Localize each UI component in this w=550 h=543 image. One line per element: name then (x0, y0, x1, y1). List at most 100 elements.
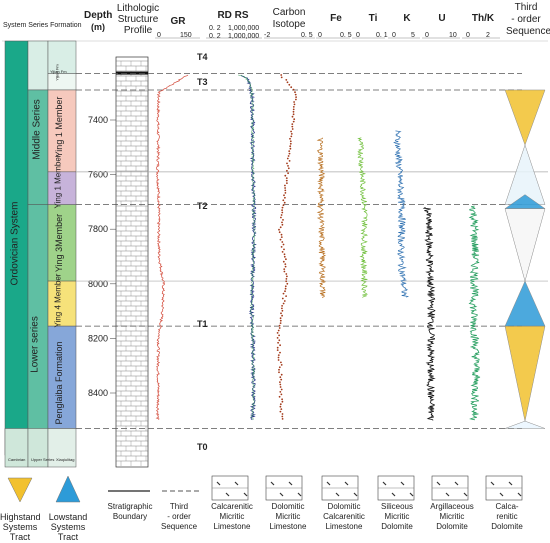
sequence-lst-3 (504, 420, 546, 429)
fe-scale-min: 0 (318, 32, 322, 39)
carbon-isotope-point (285, 295, 287, 297)
rs-scale-max: 1,000,000 (228, 33, 260, 40)
legend-swatch-mark (225, 492, 230, 497)
rd-scale-min: 0. 2 (209, 25, 221, 32)
carbon-isotope-point (291, 125, 294, 128)
formation-ying3 (47, 204, 77, 282)
carbon-isotope-point (283, 270, 286, 273)
depth-tick-label: 8200 (88, 333, 108, 343)
carbon-isotope-point (284, 287, 287, 290)
carbon-isotope-point (290, 135, 293, 138)
carbon-isotope-point (280, 364, 283, 366)
carbon-isotope-point (289, 145, 292, 148)
legend-lst-line3: Tract (57, 532, 79, 542)
rd-curve (240, 74, 257, 421)
legend-calc-line3: Limestone (213, 522, 251, 531)
carbon-isotope-point (281, 307, 283, 310)
carbon-isotope-point (292, 110, 295, 113)
carbon-isotope-point (282, 204, 285, 207)
member-penglaiba-label: Penglaiba Formation (54, 341, 64, 425)
top-small-label-2: Yijian Fm (50, 69, 67, 74)
legend-lst-line2: Systems (50, 522, 86, 532)
legend-cal-line3: Dolomite (491, 522, 523, 531)
carbon-isotope-point (281, 314, 283, 317)
carbon-isotope-point (278, 228, 280, 231)
legend-swatch-mark (454, 481, 459, 486)
carbon-isotope-point (284, 263, 287, 265)
carbon-isotope-point (280, 233, 283, 236)
carbon-isotope-point (279, 344, 281, 347)
gr-scale-min: 0 (157, 32, 161, 39)
carbon-isotope-point (286, 162, 288, 165)
legend-dolo-line2: Micritic (275, 512, 301, 521)
carbon-isotope-point (279, 319, 282, 322)
boundary-t2-label: T2 (197, 201, 208, 211)
legend-dolo-line1: Dolomitic (271, 502, 305, 511)
carbon-isotope-point (282, 243, 285, 246)
carbon-isotope-point (280, 373, 283, 376)
carbon-isotope-point (288, 152, 291, 155)
fe-scale-max: 0. 5 (340, 32, 352, 39)
carbon-isotope-point (288, 160, 291, 162)
carbon-isotope-point (290, 86, 293, 89)
header-system-series-formation: System Series Formation (3, 22, 82, 29)
carbon-isotope-point (278, 327, 281, 329)
carbon-isotope-point (279, 391, 282, 393)
depth-tick-label: 7600 (88, 170, 108, 180)
carbon-isotope-point (279, 386, 282, 388)
legend-dcl-line2: Calcarenitic (323, 512, 365, 521)
system-label: Ordovician System (9, 201, 21, 286)
carbon-isotope-point (289, 147, 292, 150)
carbon-isotope-point (278, 339, 281, 342)
carbon-isotope-point (279, 381, 281, 383)
rs-scale-min: 0. 2 (209, 33, 221, 40)
carbon-isotope-point (280, 216, 282, 219)
depth-tick-label: 8400 (88, 388, 108, 398)
carbon-isotope-point (276, 332, 279, 334)
carbon-isotope-point (279, 226, 282, 229)
carbon-isotope-point (276, 337, 279, 339)
legend-arg-line3: Dolomite (436, 522, 468, 531)
carbon-isotope-point (281, 241, 284, 243)
series-middle-label: Middle Series (31, 99, 43, 160)
header-thk: Th/K (471, 13, 495, 24)
formation-yijian (47, 73, 77, 91)
carbon-isotope-point (283, 268, 286, 270)
carbon-isotope-point (283, 194, 285, 197)
legend-lst-triangle (55, 475, 81, 503)
carbon-isotope-point (279, 403, 282, 406)
carbon-isotope-point (293, 101, 295, 103)
legend-dcl-line1: Dolomitic (327, 502, 361, 511)
carbon-isotope-point (288, 83, 291, 86)
legend-swatch-mark (499, 492, 504, 497)
carbon-isotope-point (292, 106, 295, 108)
header-order: - order (511, 14, 541, 25)
carbon-isotope-point (287, 167, 290, 170)
member-ying3-label: Ying 3Member (54, 213, 64, 273)
carbon-isotope-point (283, 300, 286, 302)
legend-arg-line1: Argillaceous (430, 502, 474, 511)
legend-arg-line2: Micritic (439, 512, 465, 521)
depth-tick-label: 8000 (88, 279, 108, 289)
carbon-isotope-point (277, 359, 280, 361)
carbon-isotope-point (281, 209, 283, 212)
carbon-isotope-point (281, 413, 284, 415)
legend-dcl-line3: Limestone (325, 522, 363, 531)
legend-swatch-mark (463, 492, 468, 497)
thk-curve (468, 205, 481, 421)
carbon-isotope-point (277, 356, 280, 359)
carbon-scale-max: 0. 5 (301, 32, 313, 39)
thk-scale-max: 2 (486, 32, 490, 39)
bottom-small-label-3: Xiaqiulitag (56, 457, 75, 462)
legend-swatch-mark (270, 481, 275, 486)
carbon-isotope-point (291, 128, 294, 130)
legend-dolo-line3: Limestone (269, 522, 307, 531)
carbon-isotope-point (285, 179, 288, 182)
legend-lst-line1: Lowstand (48, 512, 88, 522)
carbon-isotope-point (284, 189, 287, 192)
sequence-lst-2 (504, 280, 546, 327)
boundary-t0-label: T0 (197, 442, 208, 452)
carbon-isotope-point (284, 196, 286, 199)
legend-sil-line1: Siliceous (380, 502, 413, 511)
carbon-isotope-point (285, 280, 288, 283)
